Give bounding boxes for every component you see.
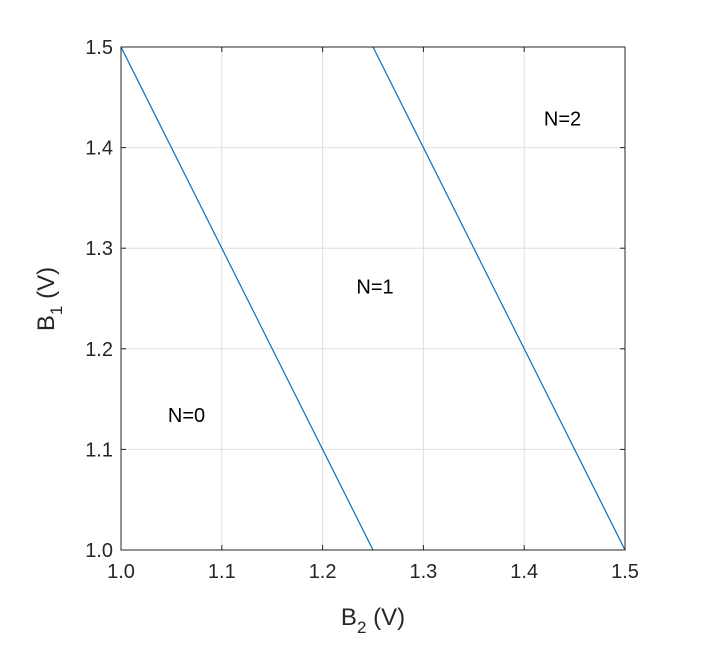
region-label: N=2 bbox=[544, 108, 581, 130]
x-tick-label: 1.4 bbox=[510, 561, 538, 583]
y-axis-label: B1 (V) bbox=[33, 267, 66, 331]
plot-background bbox=[121, 47, 625, 550]
y-axis-label-unit: (V) bbox=[33, 267, 60, 306]
x-tick-label: 1.1 bbox=[208, 561, 236, 583]
x-axis-label-main: B bbox=[341, 604, 357, 631]
region-label: N=0 bbox=[168, 405, 205, 427]
series-group bbox=[120, 46, 626, 551]
x-tick-label: 1.3 bbox=[409, 561, 437, 583]
grid bbox=[120, 46, 626, 551]
y-axis-label-sub: 1 bbox=[47, 306, 66, 315]
boundary-line-1 bbox=[120, 46, 374, 551]
x-axis-label-unit: (V) bbox=[366, 604, 405, 631]
x-tick-label: 1.5 bbox=[611, 561, 639, 583]
y-tick-label: 1.4 bbox=[85, 138, 113, 160]
x-tick-label: 1.2 bbox=[309, 561, 337, 583]
x-tick-label: 1.0 bbox=[107, 561, 135, 583]
x-axis-label-sub: 2 bbox=[357, 618, 366, 637]
plot-frame bbox=[120, 46, 626, 551]
x-axis-label: B2 (V) bbox=[341, 604, 405, 637]
region-label: N=1 bbox=[356, 276, 393, 298]
ticks: 1.0 1.1 1.2 1.3 1.4 1.5 1.0 1.1 1.2 1.3 1.4 1.5 bbox=[85, 37, 639, 583]
y-axis-label-main: B bbox=[33, 315, 60, 331]
y-tick-label: 1.5 bbox=[85, 37, 113, 59]
y-tick-label: 1.0 bbox=[85, 540, 113, 562]
y-tick-label: 1.1 bbox=[85, 439, 113, 461]
y-tick-label: 1.2 bbox=[85, 339, 113, 361]
annotations: N=0 N=1 N=2 bbox=[168, 108, 581, 427]
boundary-line-2 bbox=[372, 46, 626, 551]
y-tick-label: 1.3 bbox=[85, 238, 113, 260]
